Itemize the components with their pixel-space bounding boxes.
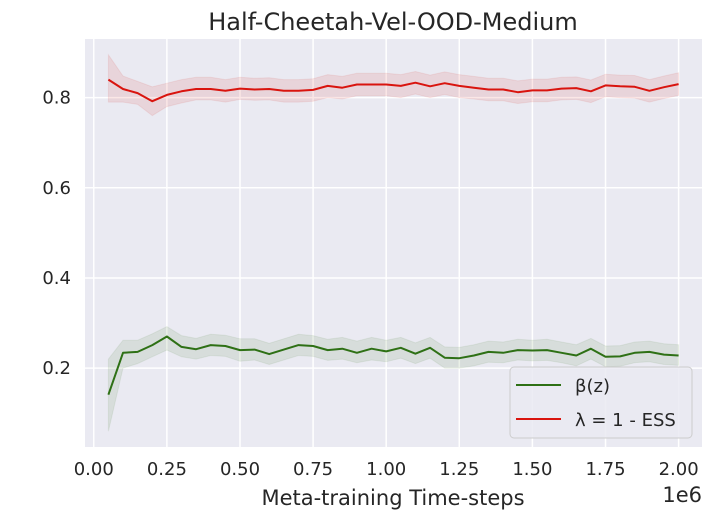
y-tick-label: 0.4 xyxy=(42,268,71,289)
y-axis-ticks: 0.2 0.4 0.6 0.8 xyxy=(42,88,71,379)
y-tick-label: 0.8 xyxy=(42,88,71,109)
x-tick-label: 1.00 xyxy=(366,459,406,480)
confidence-band-0 xyxy=(107,326,680,432)
chart-title: Half-Cheetah-Vel-OOD-Medium xyxy=(208,8,578,36)
x-tick-label: 1.25 xyxy=(439,459,479,480)
legend-label-lambda: λ = 1 - ESS xyxy=(575,410,676,431)
x-tick-label: 0.50 xyxy=(220,459,260,480)
y-tick-label: 0.6 xyxy=(42,178,71,199)
x-tick-label: 0.00 xyxy=(74,459,114,480)
series-lines xyxy=(107,78,679,396)
legend-label-beta: β(z) xyxy=(575,376,610,397)
x-axis-ticks: 0.00 0.25 0.50 0.75 1.00 1.25 1.50 1.75 2.00 xyxy=(74,459,699,480)
x-tick-label: 2.00 xyxy=(659,459,699,480)
x-tick-label: 0.75 xyxy=(293,459,333,480)
y-tick-label: 0.2 xyxy=(42,358,71,379)
series-line-1 xyxy=(107,78,679,103)
series-line-0 xyxy=(107,335,679,396)
x-tick-label: 0.25 xyxy=(147,459,187,480)
x-tick-label: 1.50 xyxy=(512,459,552,480)
legend: β(z) λ = 1 - ESS xyxy=(509,366,693,439)
x-axis-scale-label: 1e6 xyxy=(662,483,702,507)
x-axis-label: Meta-training Time-steps xyxy=(261,486,524,510)
x-tick-label: 1.75 xyxy=(585,459,625,480)
